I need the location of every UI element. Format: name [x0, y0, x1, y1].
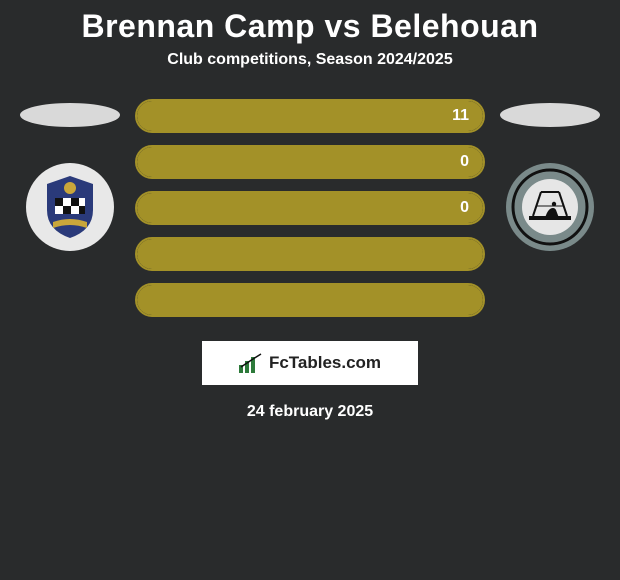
stat-pill-fill [137, 193, 483, 223]
stat-pill: Matches11 [135, 99, 485, 133]
stat-pill-fill [137, 147, 483, 177]
branding-text: FcTables.com [269, 353, 381, 373]
player-left-column [5, 99, 135, 251]
club-crest-left [26, 163, 114, 251]
stat-pill-fill [137, 101, 483, 131]
stat-pill-list: Matches11 Goals0 Hattricks0 Goals per match… [135, 99, 485, 317]
stat-pill-fill [137, 239, 483, 269]
stat-pill: Goals per match [135, 237, 485, 271]
player-right-silhouette [500, 103, 600, 127]
page-title: Brennan Camp vs Belehouan [0, 0, 620, 51]
stat-pill-value-right: 0 [460, 153, 469, 171]
player-right-column [485, 99, 615, 251]
page-subtitle: Club competitions, Season 2024/2025 [0, 51, 620, 99]
stat-pill-fill [137, 285, 483, 315]
date-label: 24 february 2025 [0, 403, 620, 421]
stats-area: Matches11 Goals0 Hattricks0 Goals per match… [0, 99, 620, 317]
club-crest-right [506, 163, 594, 251]
branding-badge: FcTables.com [202, 341, 418, 385]
bars-icon [239, 353, 263, 373]
stat-pill-value-right: 0 [460, 199, 469, 217]
gateshead-crest-icon [511, 168, 589, 246]
stat-pill: Goals0 [135, 145, 485, 179]
stat-pill-value-right: 11 [452, 107, 469, 125]
eastleigh-crest-icon [35, 172, 105, 242]
comparison-card: Brennan Camp vs Belehouan Club competiti… [0, 0, 620, 421]
stat-pill: Min per goal [135, 283, 485, 317]
stat-pill: Hattricks0 [135, 191, 485, 225]
player-left-silhouette [20, 103, 120, 127]
